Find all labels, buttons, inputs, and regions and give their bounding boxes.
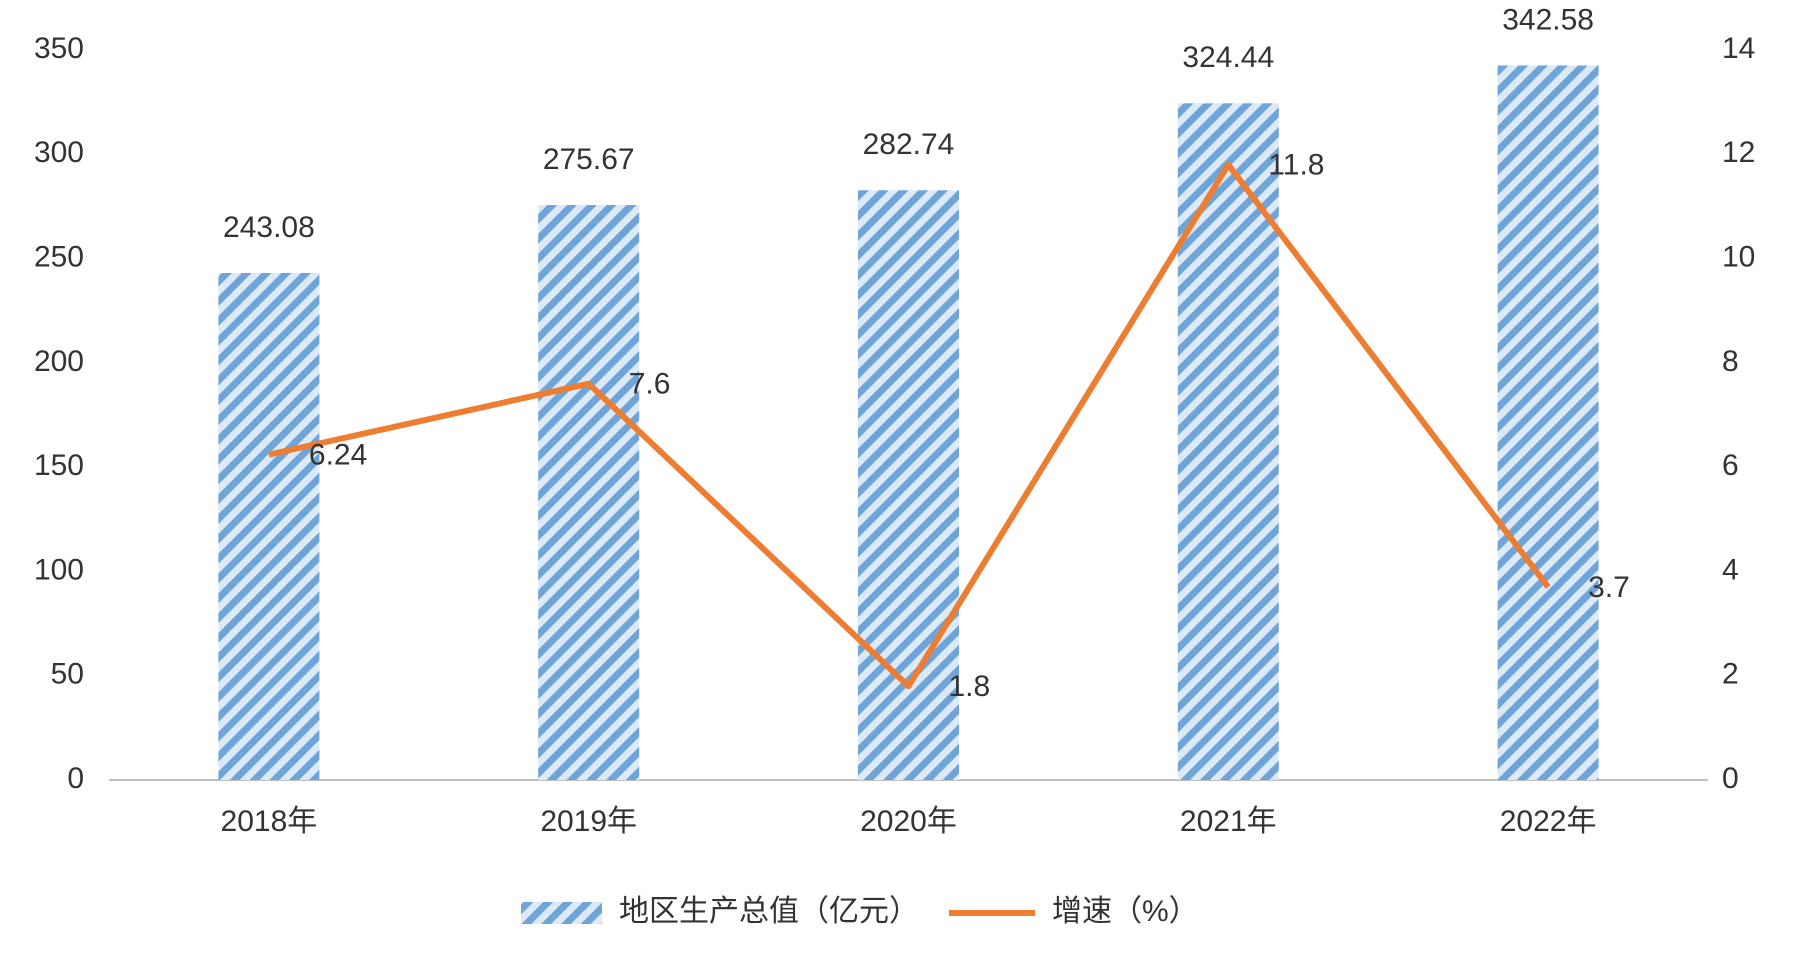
y2-tick-label: 8 (1722, 345, 1739, 378)
y-tick-label: 150 (34, 449, 84, 482)
y-tick-label: 200 (34, 345, 84, 378)
y2-tick-label: 0 (1722, 762, 1739, 795)
y-tick-label: 50 (51, 658, 84, 691)
x-tick-label: 2022年 (1500, 805, 1597, 838)
data-label: 11.8 (1268, 149, 1324, 182)
y2-tick-label: 12 (1722, 136, 1755, 169)
y2-tick-label: 6 (1722, 449, 1739, 482)
y-tick-label: 300 (34, 136, 84, 169)
legend-swatch (521, 902, 602, 924)
data-label: 282.74 (863, 128, 955, 161)
x-tick-label: 2021年 (1180, 805, 1277, 838)
legend-label: 地区生产总值（亿元） (619, 895, 919, 928)
y-tick-label: 0 (67, 762, 84, 795)
bar (858, 190, 959, 780)
x-tick-label: 2019年 (540, 805, 637, 838)
bar (1177, 103, 1279, 781)
data-label: 1.8 (949, 670, 991, 703)
data-label: 324.44 (1182, 41, 1274, 74)
y2-tick-label: 14 (1722, 32, 1755, 65)
x-tick-label: 2018年 (221, 805, 318, 838)
bar (218, 273, 320, 780)
y-tick-label: 250 (34, 240, 84, 273)
data-label: 6.24 (309, 439, 367, 472)
data-label: 7.6 (629, 368, 671, 401)
y-tick-label: 350 (34, 32, 84, 65)
y-tick-label: 100 (34, 553, 84, 586)
y2-tick-label: 4 (1722, 553, 1739, 586)
bar (1497, 65, 1599, 780)
y2-tick-label: 10 (1722, 240, 1755, 273)
line (268, 161, 1551, 690)
data-label: 243.08 (223, 211, 315, 244)
bar (538, 205, 640, 781)
y2-tick-label: 2 (1722, 658, 1739, 691)
legend-label: 增速（%） (1052, 895, 1199, 928)
data-label: 3.7 (1588, 571, 1630, 604)
data-label: 275.67 (543, 143, 635, 176)
x-tick-label: 2020年 (860, 805, 957, 838)
data-label: 342.58 (1502, 3, 1594, 36)
